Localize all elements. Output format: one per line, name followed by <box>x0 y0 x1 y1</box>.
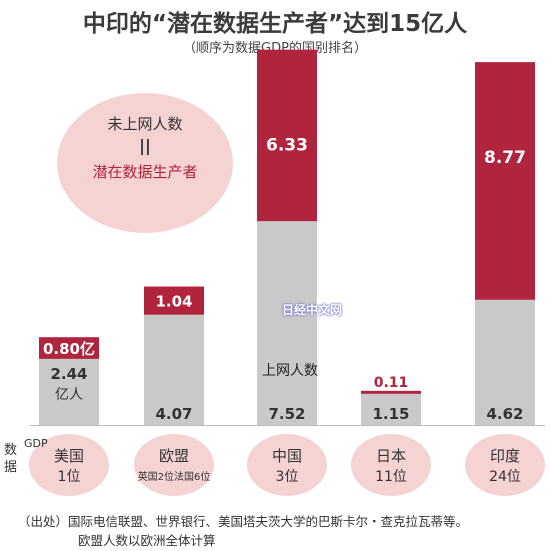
label-offline-0: 0.80亿 <box>43 340 95 358</box>
watermark: 日经中文网 <box>282 303 343 317</box>
bar-offline-4 <box>475 62 535 300</box>
category-name-2: 中国 <box>272 447 302 465</box>
label-online-2: 7.52 <box>268 405 305 423</box>
label-online-3: 1.15 <box>372 405 409 423</box>
category-oval-2 <box>247 434 327 496</box>
category-name-3: 日本 <box>376 447 406 465</box>
source-line-2: 欧盟人数以欧洲全体计算 <box>78 533 216 548</box>
source-line-1: （出处）国际电信联盟、世界银行、美国塔夫茨大学的巴斯卡尔・查克拉瓦蒂等。 <box>18 514 469 529</box>
label-offline-2: 6.33 <box>266 136 308 156</box>
bar-offline-2 <box>257 49 317 222</box>
chart-title: 中印的“潜在数据生产者”达到15亿人 <box>82 11 468 37</box>
callout-circle <box>57 93 233 233</box>
bar-offline-1 <box>144 286 204 315</box>
label-online-unit-0: 亿人 <box>55 387 83 403</box>
callout-potential-producers-label: 潜在数据生产者 <box>92 163 198 181</box>
label-offline-4: 8.77 <box>484 148 526 168</box>
category-oval-1 <box>134 434 214 496</box>
category-oval-3 <box>351 434 431 496</box>
online-series-label: 上网人数 <box>262 363 318 379</box>
label-offline-3: 0.11 <box>374 375 409 391</box>
category-name-4: 印度 <box>490 447 520 465</box>
category-rank-2: 3位 <box>276 469 299 485</box>
category-oval-0 <box>29 434 109 496</box>
label-online-1: 4.07 <box>155 405 192 423</box>
bar-online-0 <box>39 358 99 425</box>
bar-online-1 <box>144 314 204 425</box>
category-rank-1: 英国2位法国6位 <box>138 470 211 483</box>
label-online-0: 2.44 <box>50 365 87 383</box>
data-gdp-label-small: GDP <box>24 437 48 450</box>
bar-online-3 <box>361 393 421 425</box>
bar-offline-3 <box>361 390 421 394</box>
bar-online-2 <box>257 221 317 425</box>
label-online-4: 4.62 <box>486 405 523 423</box>
label-offline-1: 1.04 <box>155 293 192 311</box>
callout-equals-sign: || <box>139 136 151 155</box>
data-gdp-label-big: 数据 <box>4 443 18 475</box>
callout-offline-label: 未上网人数 <box>107 115 183 133</box>
category-name-1: 欧盟 <box>159 447 189 465</box>
category-rank-3: 11位 <box>375 469 407 485</box>
bar-offline-0 <box>39 337 99 359</box>
category-rank-0: 1位 <box>58 469 81 485</box>
category-name-0: 美国 <box>54 447 84 465</box>
category-rank-4: 24位 <box>489 469 521 485</box>
bar-online-4 <box>475 299 535 425</box>
source-note: （出处）国际电信联盟、世界银行、美国塔夫茨大学的巴斯卡尔・查克拉瓦蒂等。 欧盟人… <box>18 512 548 550</box>
chart-subtitle: （顺序为数据GDP的国别排名） <box>183 41 367 56</box>
category-oval-4 <box>465 434 545 496</box>
